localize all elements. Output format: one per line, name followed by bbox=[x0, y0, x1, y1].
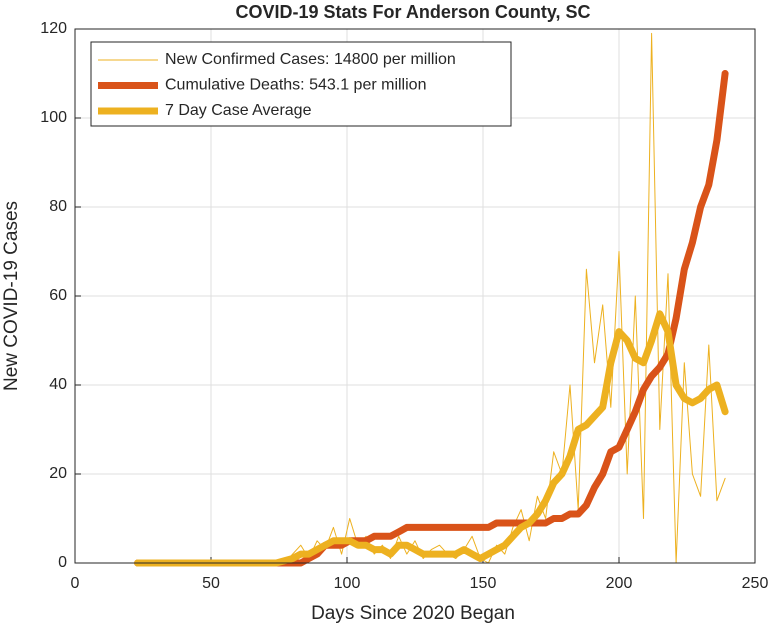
y-tick-label: 100 bbox=[40, 109, 67, 126]
y-tick-label: 80 bbox=[49, 198, 67, 215]
x-tick-label: 250 bbox=[742, 575, 769, 592]
x-tick-label: 0 bbox=[71, 575, 80, 592]
legend-label: New Confirmed Cases: 14800 per million bbox=[165, 51, 456, 68]
x-tick-label: 200 bbox=[606, 575, 633, 592]
y-axis-label: New COVID-19 Cases bbox=[1, 201, 22, 391]
legend-box bbox=[90, 41, 512, 127]
chart-title: COVID-19 Stats For Anderson County, SC bbox=[235, 2, 590, 22]
legend-label: Cumulative Deaths: 543.1 per million bbox=[165, 77, 426, 94]
x-tick-label: 150 bbox=[470, 575, 497, 592]
y-tick-label: 40 bbox=[49, 376, 67, 393]
y-tick-label: 60 bbox=[49, 287, 67, 304]
y-tick-label: 0 bbox=[58, 554, 67, 571]
x-tick-label: 50 bbox=[202, 575, 220, 592]
y-tick-label: 20 bbox=[49, 465, 67, 482]
x-axis-label: Days Since 2020 Began bbox=[311, 603, 515, 624]
plot-frame bbox=[74, 28, 756, 564]
x-tick-label: 100 bbox=[334, 575, 361, 592]
y-tick-label: 120 bbox=[40, 20, 67, 37]
legend-label: 7 Day Case Average bbox=[165, 102, 312, 119]
